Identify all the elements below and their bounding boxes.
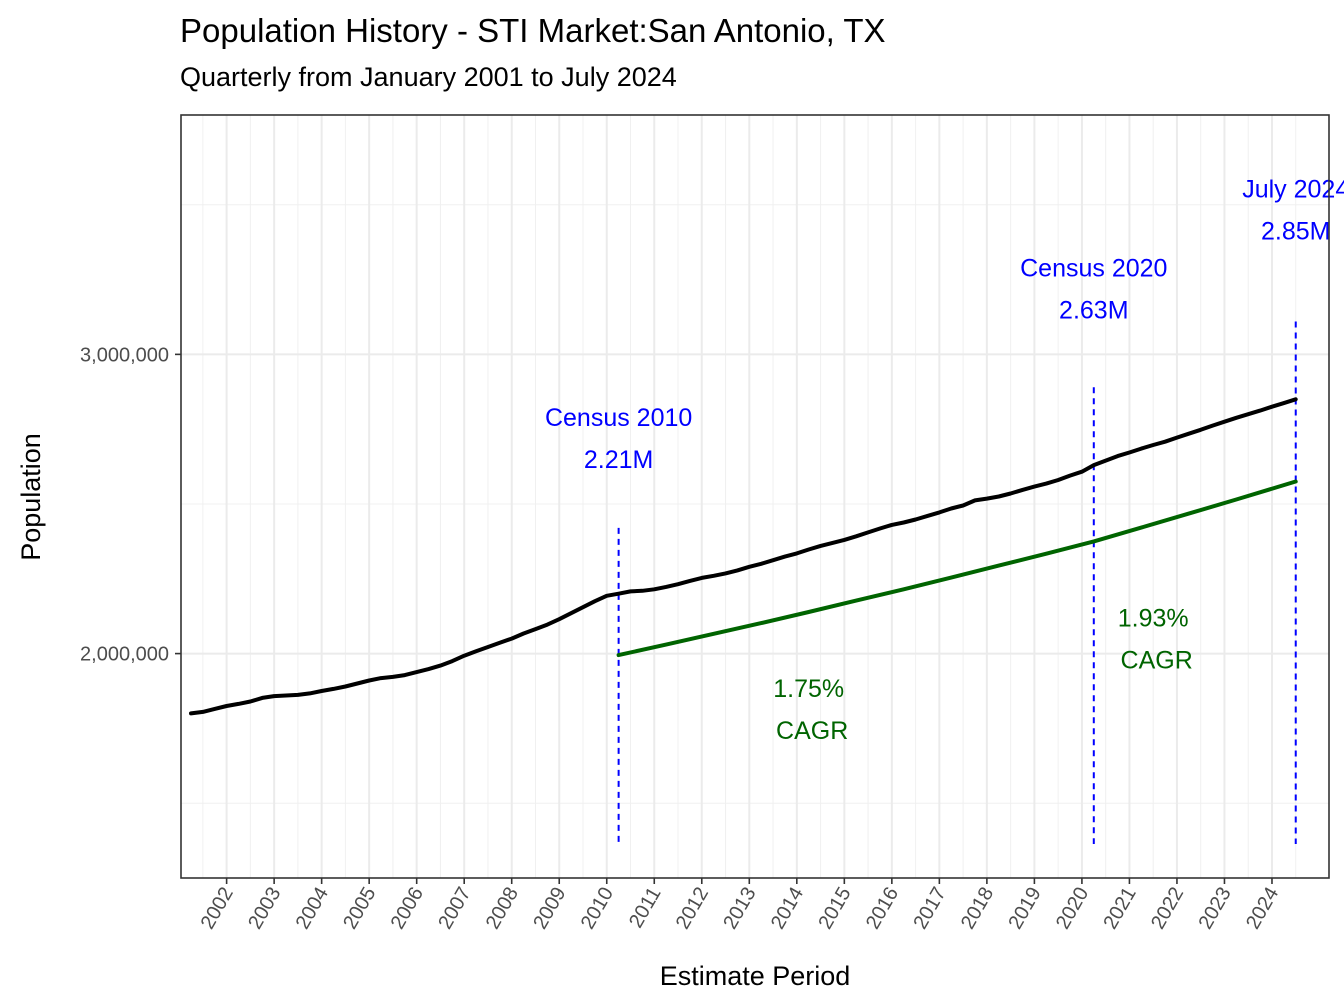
annotation-label: Census 2020 2.63M <box>1020 255 1167 325</box>
population-line <box>189 397 1298 716</box>
x-tick-label: 2014 <box>767 884 808 934</box>
annotations: Census 2010 2.21M Census 2020 2.63M July 202… <box>545 175 1344 745</box>
y-axis-title: Population <box>16 433 46 561</box>
chart-subtitle: Quarterly from January 2001 to July 2024 <box>180 62 677 92</box>
x-tick-label: 2013 <box>719 884 760 934</box>
x-tick-label: 2008 <box>482 884 523 934</box>
y-tick-label: 3,000,000 <box>80 344 169 366</box>
x-tick-label: 2005 <box>339 884 380 934</box>
annotation-label: 1.93% CAGR <box>1114 605 1193 675</box>
annotation-line: 1.75% <box>773 675 844 703</box>
x-tick-label: 2011 <box>625 884 666 932</box>
annotation-line: CAGR <box>1114 647 1193 675</box>
x-tick-label: 2003 <box>244 884 285 934</box>
annotation-line: 2.85M <box>1261 217 1330 245</box>
annotation-label: Census 2010 2.21M <box>545 404 692 474</box>
annotation-line: CAGR <box>769 717 848 745</box>
annotation-label: July 2024 2.85M <box>1242 175 1344 245</box>
annotation-line: 1.93% <box>1118 605 1189 633</box>
x-tick-label: 2007 <box>434 884 475 934</box>
annotation-label: 1.75% CAGR <box>769 675 848 745</box>
x-tick-label: 2021 <box>1099 884 1140 934</box>
x-tick-label: 2017 <box>909 884 950 934</box>
chart-title: Population History - STI Market:San Anto… <box>180 12 886 49</box>
x-tick-label: 2010 <box>577 884 618 934</box>
x-tick-label: 2004 <box>292 884 333 934</box>
x-tick-label: 2019 <box>1004 884 1045 934</box>
x-tick-label: 2015 <box>814 884 855 934</box>
cagr-trend-line <box>616 479 1298 658</box>
x-axis-ticks: 2002 2003 2004 2005 2006 2007 2008 2009 2010 2011… <box>197 878 1283 934</box>
panel-border <box>180 114 1330 879</box>
series-lines <box>189 397 1298 716</box>
y-axis-ticks: 2,000,000 3,000,000 <box>80 344 181 666</box>
x-tick-label: 2002 <box>197 884 238 934</box>
x-tick-label: 2009 <box>529 884 570 934</box>
annotation-line: 2.63M <box>1059 297 1128 325</box>
annotation-line: July 2024 <box>1242 175 1344 203</box>
y-tick-label: 2,000,000 <box>80 644 169 666</box>
x-tick-label: 2022 <box>1147 884 1188 934</box>
x-tick-label: 2018 <box>957 884 998 934</box>
reference-lines <box>617 321 1297 844</box>
annotation-line: Census 2020 <box>1020 255 1167 283</box>
x-tick-label: 2023 <box>1194 884 1235 934</box>
grid-lines <box>181 115 1329 878</box>
x-axis-title: Estimate Period <box>660 961 851 991</box>
x-tick-label: 2006 <box>387 884 428 934</box>
x-tick-label: 2020 <box>1052 884 1093 934</box>
x-tick-label: 2012 <box>672 884 713 934</box>
x-tick-label: 2016 <box>862 884 903 934</box>
annotation-line: Census 2010 <box>545 404 692 432</box>
x-tick-label: 2024 <box>1242 884 1283 934</box>
annotation-line: 2.21M <box>584 446 653 474</box>
